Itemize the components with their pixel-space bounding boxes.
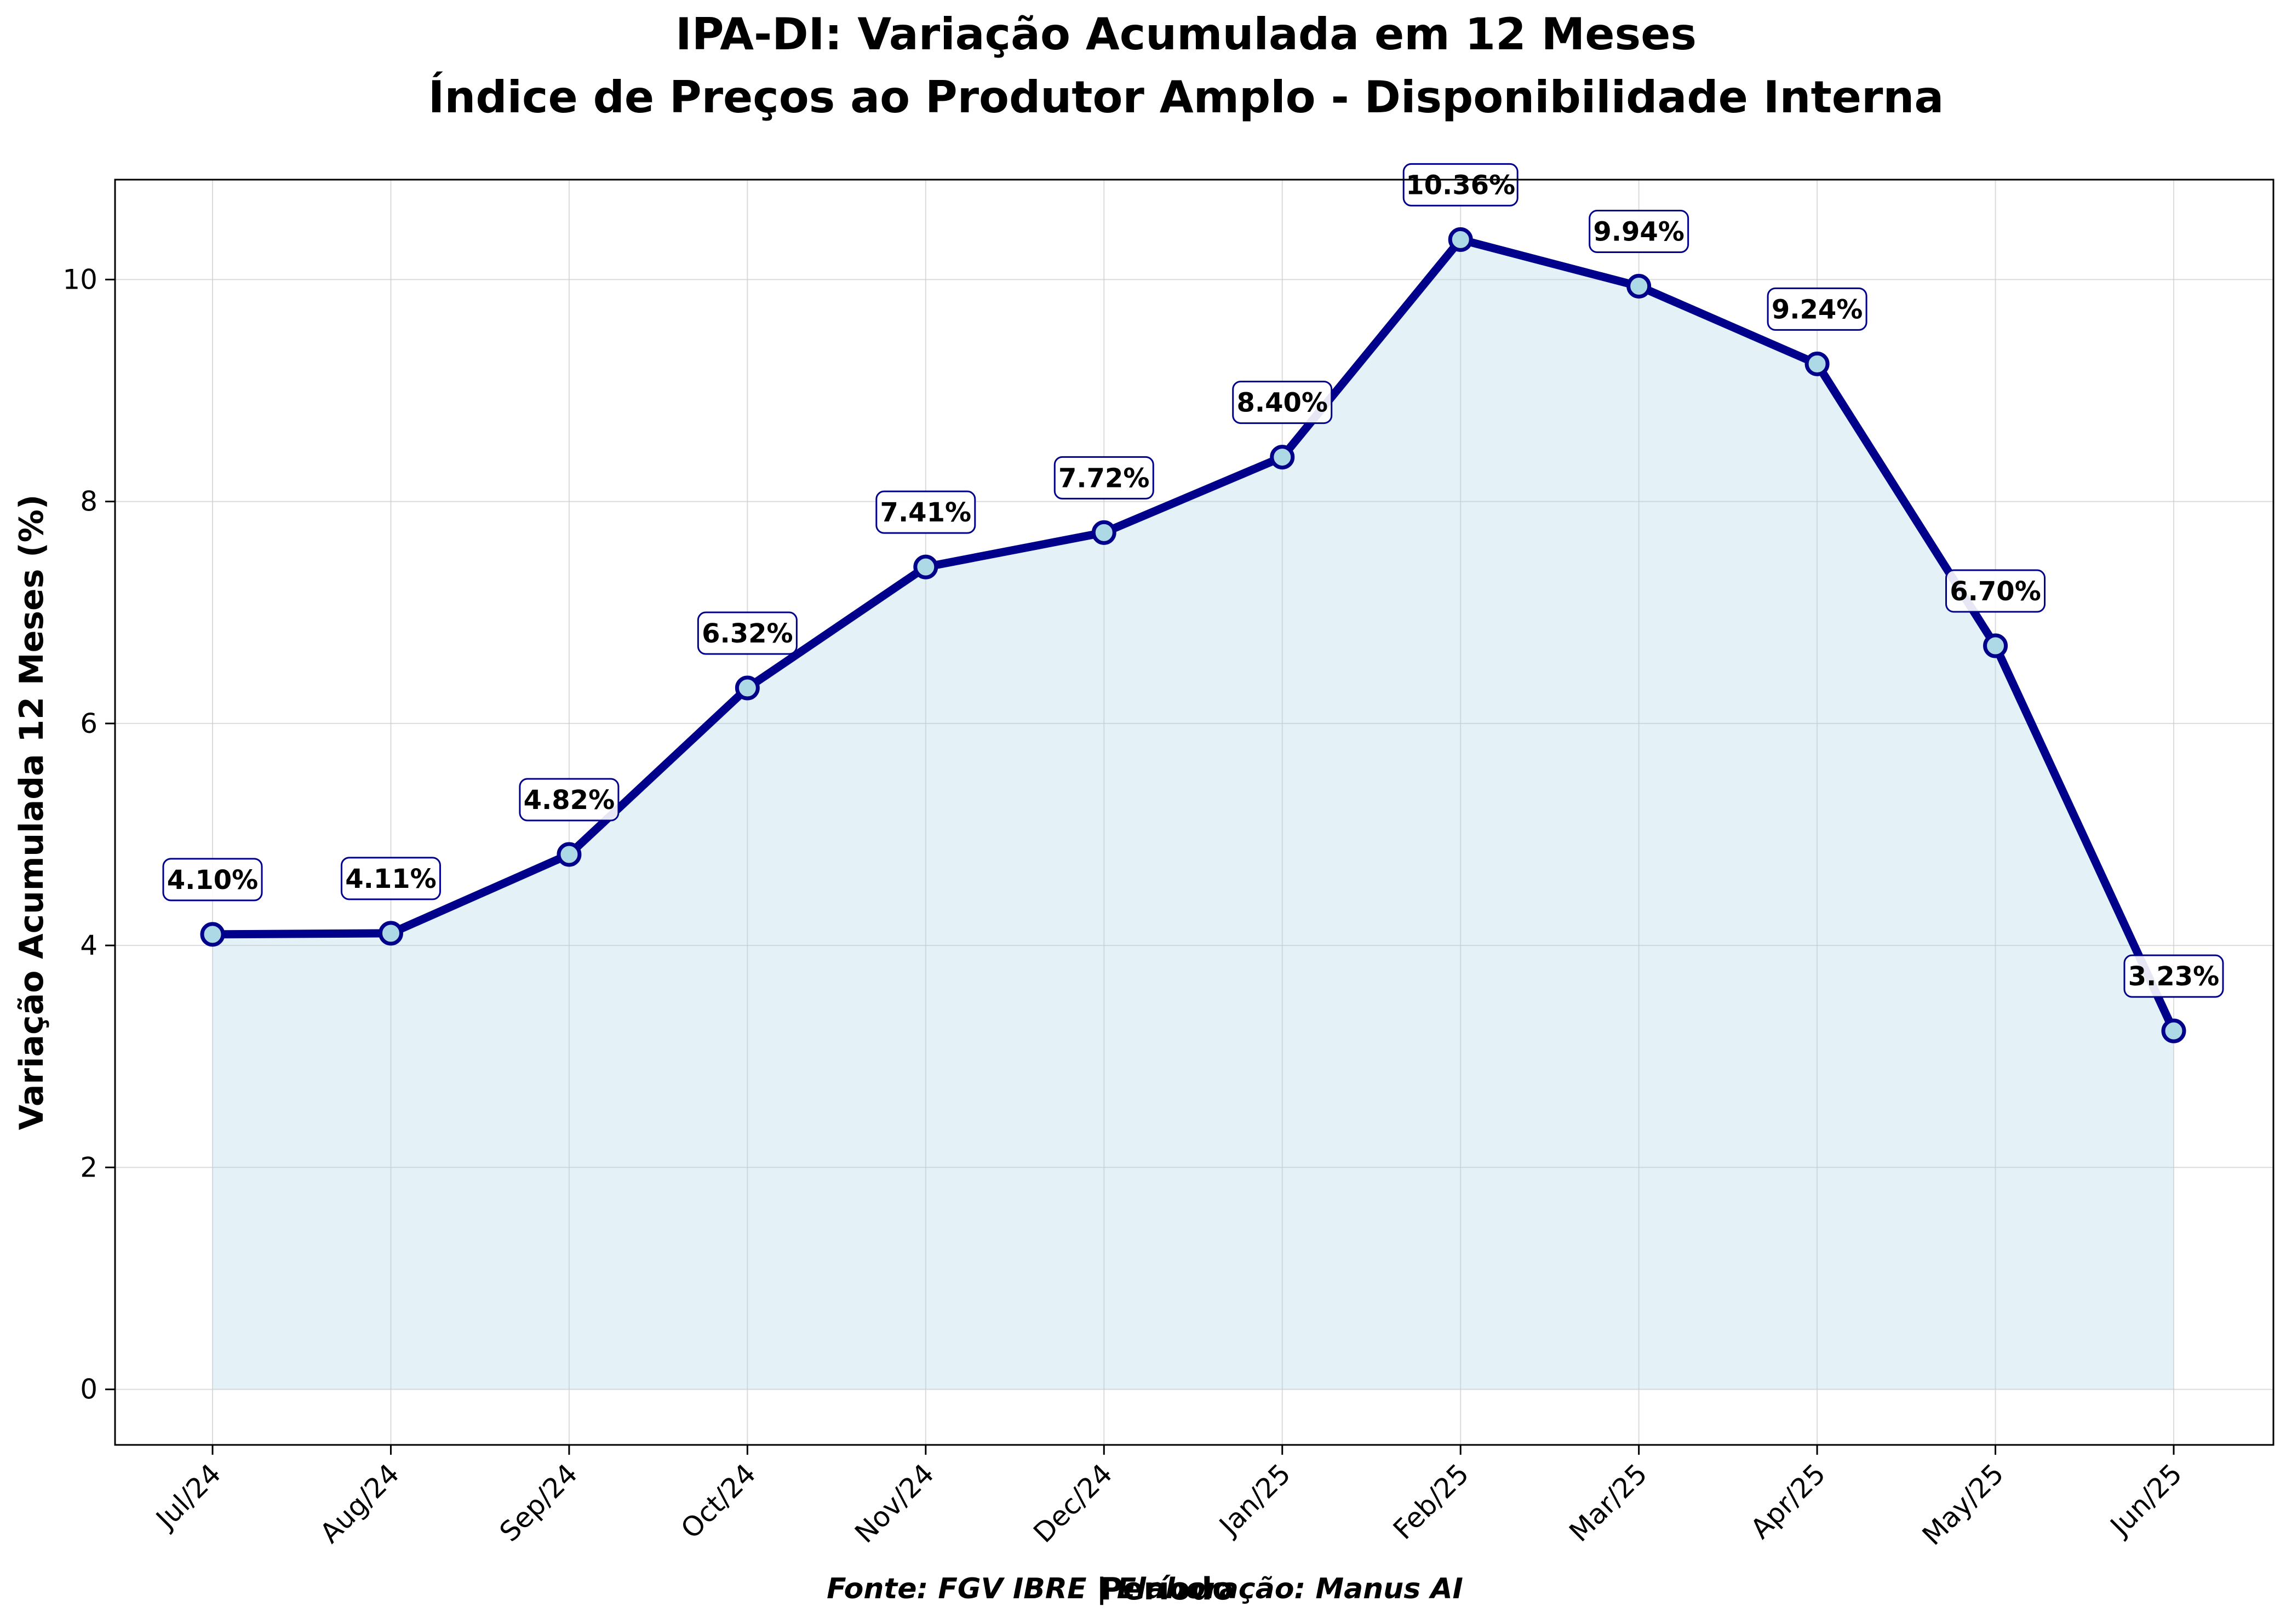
data-points [200,227,2186,1043]
data-label: 4.11% [340,857,441,900]
data-point-marker [2161,1018,2186,1043]
area-fill [213,239,2174,1390]
data-label-box [1402,163,1519,206]
data-label-text: 7.41% [880,497,972,528]
data-label: 4.82% [519,778,620,822]
grid-lines [115,180,2273,1445]
data-label-box [519,778,620,822]
x-tick-label: Aug/24 [314,1457,405,1549]
data-label-box [1053,456,1154,500]
data-point-marker [378,921,403,946]
data-label: 6.32% [697,611,798,655]
x-axis-ticks: Jul/24 Aug/24 Sep/24 Oct/24 Nov/24 Dec/24 Jan/… [149,1445,2188,1551]
data-point-marker [557,842,582,867]
data-label-text: 8.40% [1236,388,1328,418]
data-point-marker [1804,351,1830,376]
series-line [208,235,2178,1035]
data-label-box [1589,210,1689,254]
data-label-text: 10.36% [1406,170,1515,200]
data-point-marker [1270,445,1295,470]
data-label-text: 6.32% [702,618,793,649]
data-label-text: 4.10% [167,865,259,896]
data-label-text: 9.94% [1593,217,1685,248]
x-tick-label: May/25 [1916,1457,2010,1551]
data-label-box [1945,569,2046,613]
data-label-box [1232,381,1333,424]
data-label-text: 9.24% [1772,294,1863,325]
footer-source: Fonte: FGV IBRE | Elaboração: Manus AI [827,1573,1463,1605]
area-polygon [213,239,2174,1390]
y-axis-ticks: 0 2 4 6 8 10 [62,263,115,1405]
chart-subtitle: Índice de Preços ao Produtor Amplo - Dis… [428,71,1944,123]
y-tick-label: 0 [80,1374,98,1405]
x-tick-label: Oct/24 [675,1457,762,1545]
data-label-box [340,857,441,900]
data-label-text: 3.23% [2128,961,2220,992]
data-point-marker [1091,520,1116,545]
y-tick-label: 6 [80,708,98,739]
data-point-marker [1983,633,2008,658]
data-label: 8.40% [1232,381,1333,424]
chart-title: IPA-DI: Variação Acumulada em 12 Meses [675,9,1697,60]
data-label-box [162,858,263,902]
data-label-box [1767,287,1867,331]
data-labels: 4.10% 4.11% 4.82% 6.32% 7.41% 7.72% 8.40% 10.36… [162,163,2224,998]
data-point-marker [200,922,225,947]
data-label-box [697,611,798,655]
y-axis-label: Variação Acumulada 12 Meses (%) [13,495,51,1131]
x-tick-label: Jun/25 [2103,1457,2188,1542]
x-axis-label: Período [1101,1571,1234,1607]
data-point-marker [1448,227,1473,252]
data-label: 7.41% [875,490,976,534]
data-label: 9.24% [1767,287,1867,331]
data-label-text: 4.11% [345,864,437,894]
data-label: 6.70% [1945,569,2046,613]
data-label-text: 4.82% [524,785,615,816]
y-tick-label: 8 [80,486,98,518]
data-point-marker [735,675,760,701]
data-label: 10.36% [1402,163,1519,206]
x-tick-label: Feb/25 [1387,1457,1475,1546]
data-label: 9.94% [1589,210,1689,254]
x-tick-label: Sep/24 [494,1457,584,1548]
data-label-box [875,490,976,534]
data-point-marker [913,554,938,579]
data-label-text: 7.72% [1058,463,1150,493]
y-tick-label: 4 [80,929,98,961]
data-label-box [2123,954,2224,998]
data-point-marker [1626,274,1652,299]
x-tick-label: Jan/25 [1212,1457,1297,1542]
x-tick-label: Apr/25 [1744,1457,1831,1545]
data-label-text: 6.70% [1950,576,2041,607]
x-tick-label: Dec/24 [1027,1457,1118,1548]
data-label: 7.72% [1053,456,1154,500]
series-line-path [208,235,2178,1035]
plot-frame [114,179,2274,1446]
data-label: 3.23% [2123,954,2224,998]
y-tick-label: 2 [80,1151,98,1183]
data-label: 4.10% [162,858,263,902]
x-tick-label: Mar/25 [1563,1457,1653,1548]
y-tick-label: 10 [62,263,98,295]
x-tick-label: Jul/24 [149,1457,227,1536]
x-tick-label: Nov/24 [849,1457,940,1549]
